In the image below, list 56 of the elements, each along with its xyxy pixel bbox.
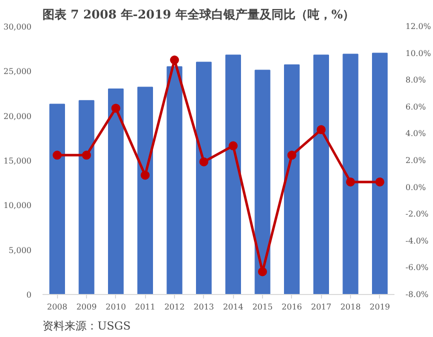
point bbox=[375, 177, 384, 186]
y2-tick-label: -4.0% bbox=[406, 236, 429, 246]
x-tick-label: 2012 bbox=[164, 302, 185, 312]
x-tick-label: 2017 bbox=[310, 302, 332, 312]
bar bbox=[137, 86, 153, 294]
point bbox=[170, 56, 179, 64]
y-tick-label: 30,000 bbox=[4, 22, 32, 32]
point bbox=[316, 125, 326, 134]
y2-tick-label: 10.0% bbox=[406, 48, 432, 58]
x-tick-label: 2015 bbox=[252, 302, 273, 312]
y-tick-label: 10,000 bbox=[4, 201, 32, 210]
text: 资料来源：USGS bbox=[42, 320, 131, 332]
point bbox=[82, 150, 91, 160]
point bbox=[111, 104, 120, 113]
y-tick-label: 5,000 bbox=[8, 246, 32, 255]
bar bbox=[284, 64, 300, 294]
y2-tick-label: 2.0% bbox=[406, 156, 426, 165]
x-tick-label: 2014 bbox=[222, 302, 244, 312]
bar bbox=[49, 104, 65, 294]
y2-tick-label: 12.0% bbox=[406, 22, 432, 31]
x-tick-label: 2009 bbox=[76, 302, 97, 312]
y2-tick-label: -2.0% bbox=[406, 210, 429, 219]
bar bbox=[166, 66, 182, 294]
x-tick-label: 2016 bbox=[282, 302, 302, 312]
bar bbox=[196, 62, 212, 294]
y2-tick-label: -6.0% bbox=[406, 263, 429, 272]
bar bbox=[342, 54, 358, 294]
bar bbox=[372, 52, 388, 294]
y2-tick-label: 6.0% bbox=[406, 102, 426, 112]
x-tick-label: 2013 bbox=[194, 302, 214, 312]
x-tick-label: 2008 bbox=[46, 302, 68, 312]
y2-tick-label: 0.0% bbox=[406, 182, 426, 192]
y-tick-label: 20,000 bbox=[4, 112, 32, 121]
y-tick-label: 0 bbox=[26, 290, 32, 300]
chart-title: 图表 7 2008 年-2019 年全球白银产量及同比（吨，%） bbox=[42, 8, 355, 22]
point bbox=[287, 150, 296, 160]
y2-tick-label: -8.0% bbox=[406, 290, 429, 299]
point bbox=[228, 141, 238, 150]
x-tick-label: 2010 bbox=[106, 302, 126, 312]
x-tick-label: 2011 bbox=[134, 302, 156, 312]
y-tick-label: 15,000 bbox=[4, 156, 32, 166]
bar bbox=[313, 54, 329, 294]
y2-tick-label: 4.0% bbox=[406, 129, 426, 138]
y2-tick-label: 8.0% bbox=[406, 76, 426, 85]
y-tick-label: 25,000 bbox=[4, 67, 32, 76]
x-tick-label: 2018 bbox=[340, 302, 361, 312]
point bbox=[258, 267, 267, 276]
x-tick-label: 2019 bbox=[370, 302, 390, 312]
bar bbox=[78, 100, 94, 294]
point bbox=[199, 157, 208, 166]
bar bbox=[108, 88, 124, 294]
bar bbox=[254, 70, 270, 294]
point bbox=[140, 170, 150, 180]
bar bbox=[225, 54, 241, 294]
point bbox=[346, 177, 355, 186]
point bbox=[52, 150, 62, 160]
